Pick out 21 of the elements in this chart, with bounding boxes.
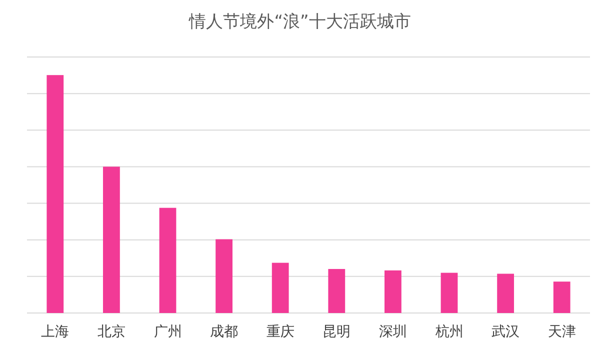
bar xyxy=(440,272,458,313)
x-tick-label: 重庆 xyxy=(266,324,294,340)
x-tick-label: 武汉 xyxy=(492,324,520,340)
x-tick-label: 杭州 xyxy=(434,324,464,340)
x-tick-label: 昆明 xyxy=(322,324,351,340)
x-tick-label: 天津 xyxy=(548,324,576,340)
bar xyxy=(103,166,120,313)
bar xyxy=(328,268,346,313)
bar xyxy=(553,282,570,313)
bar xyxy=(46,75,64,313)
bar xyxy=(272,262,289,313)
x-tick-label: 北京 xyxy=(97,324,126,340)
x-tick-label: 成都 xyxy=(210,324,238,340)
x-tick-label: 上海 xyxy=(41,324,70,340)
x-tick-label: 广州 xyxy=(154,324,182,340)
bar xyxy=(497,274,514,313)
x-tick-label: 深圳 xyxy=(378,324,407,340)
bar xyxy=(384,270,402,313)
chart-title: 情人节境外“浪”十大活跃城市 xyxy=(188,12,411,32)
bar xyxy=(159,208,176,313)
bar xyxy=(216,239,232,313)
